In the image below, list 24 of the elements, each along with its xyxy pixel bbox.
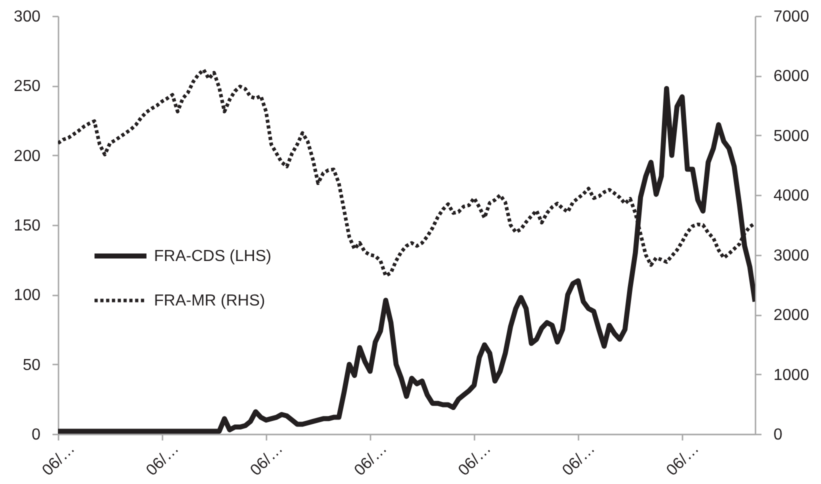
x-tick-label: 06/… — [39, 440, 78, 480]
x-tick-label: 06/… — [455, 440, 495, 480]
y-tick-label: 250 — [14, 78, 41, 96]
x-tick-label: 06/… — [351, 440, 390, 480]
x-tick-label: 06/… — [143, 440, 182, 480]
y-tick-label: 150 — [14, 218, 41, 234]
y2-tick-label: 5000 — [774, 128, 810, 145]
x-tick-label: 06/… — [559, 440, 599, 480]
y-tick-label: 0 — [32, 426, 41, 444]
legend-label: FRA-CDS (LHS) — [154, 248, 272, 266]
x-tick-label: 06/… — [247, 440, 286, 480]
y2-tick-label: 7000 — [774, 8, 810, 26]
y2-tick-label: 0 — [774, 426, 782, 444]
y-tick-label: 50 — [22, 356, 41, 374]
y-tick-label: 100 — [14, 287, 41, 304]
y2-tick-label: 1000 — [774, 366, 810, 384]
y2-tick-label: 6000 — [774, 68, 810, 86]
y2-tick-label: 3000 — [774, 247, 810, 264]
y-tick-label: 300 — [14, 8, 41, 26]
y2-tick-label: 4000 — [774, 188, 810, 205]
x-tick-label: 06/… — [664, 440, 703, 480]
y-tick-label: 200 — [14, 148, 41, 165]
legend-label: FRA-MR (RHS) — [154, 292, 266, 310]
y2-tick-label: 2000 — [774, 307, 810, 324]
